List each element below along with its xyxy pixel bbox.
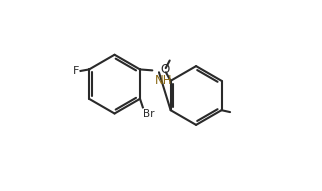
Text: Br: Br xyxy=(143,109,155,119)
Text: O: O xyxy=(160,63,170,76)
Text: F: F xyxy=(73,66,79,76)
Text: NH: NH xyxy=(155,74,173,87)
